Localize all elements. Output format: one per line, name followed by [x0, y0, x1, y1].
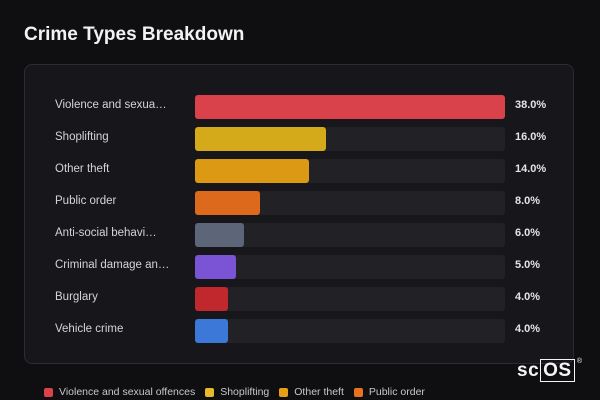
- bar[interactable]: [195, 127, 326, 151]
- bar[interactable]: [195, 191, 261, 215]
- bar[interactable]: [195, 287, 228, 311]
- bar-row: Criminal damage an… 5.0%: [25, 254, 573, 280]
- category-label: Violence and sexua…: [55, 99, 167, 111]
- chart-title: Crime Types Breakdown: [24, 24, 245, 45]
- bar-row: Burglary 4.0%: [25, 286, 573, 312]
- category-label: Public order: [55, 195, 117, 207]
- bar-track: [195, 191, 505, 215]
- value-label: 6.0%: [515, 227, 541, 239]
- value-label: 8.0%: [515, 195, 541, 207]
- bar-track: [195, 287, 505, 311]
- category-label: Burglary: [55, 291, 98, 303]
- bar-track: [195, 95, 505, 119]
- bar[interactable]: [195, 223, 244, 247]
- legend-label: Other theft: [294, 386, 344, 398]
- category-label: Anti-social behavi…: [55, 227, 157, 239]
- bar[interactable]: [195, 319, 228, 343]
- bar-row: Shoplifting 16.0%: [25, 126, 573, 152]
- legend-label: Shoplifting: [220, 386, 270, 398]
- value-label: 4.0%: [515, 323, 541, 335]
- bar-track: [195, 319, 505, 343]
- bar[interactable]: [195, 95, 505, 119]
- bar-row: Other theft 14.0%: [25, 158, 573, 184]
- bar-row: Vehicle crime 4.0%: [25, 318, 573, 344]
- legend-swatch: [279, 387, 289, 397]
- legend-label: Violence and sexual offences: [59, 386, 196, 398]
- category-label: Vehicle crime: [55, 323, 124, 335]
- bar-track: [195, 127, 505, 151]
- category-label: Shoplifting: [55, 131, 109, 143]
- bar-track: [195, 159, 505, 183]
- value-label: 16.0%: [515, 131, 547, 143]
- legend-swatch: [44, 387, 53, 397]
- bar-row: Anti-social behavi… 6.0%: [25, 222, 573, 248]
- value-label: 14.0%: [515, 163, 547, 175]
- chart-legend: Violence and sexual offences Shoplifting O…: [44, 386, 425, 398]
- legend-swatch: [353, 387, 363, 397]
- category-label: Criminal damage an…: [55, 259, 170, 271]
- legend-swatch: [205, 387, 215, 397]
- legend-item[interactable]: Violence and sexual offences: [44, 386, 195, 398]
- scos-logo: sc OS ®: [517, 358, 583, 382]
- bar-row: Public order 8.0%: [25, 190, 573, 216]
- bar-track: [195, 223, 505, 247]
- bar[interactable]: [195, 255, 236, 279]
- chart-card: Violence and sexua… 38.0% Shoplifting 16.0%…: [24, 64, 574, 364]
- bar[interactable]: [195, 159, 310, 183]
- value-label: 4.0%: [515, 291, 541, 303]
- value-label: 38.0%: [515, 99, 547, 111]
- legend-label: Public order: [368, 386, 425, 398]
- legend-item[interactable]: Shoplifting: [205, 386, 269, 398]
- category-label: Other theft: [55, 163, 110, 175]
- legend-item[interactable]: Public order: [353, 386, 425, 398]
- bar-row: Violence and sexua… 38.0%: [25, 94, 573, 120]
- bar-track: [195, 255, 505, 279]
- value-label: 5.0%: [515, 259, 541, 271]
- legend-item[interactable]: Other theft: [279, 386, 344, 398]
